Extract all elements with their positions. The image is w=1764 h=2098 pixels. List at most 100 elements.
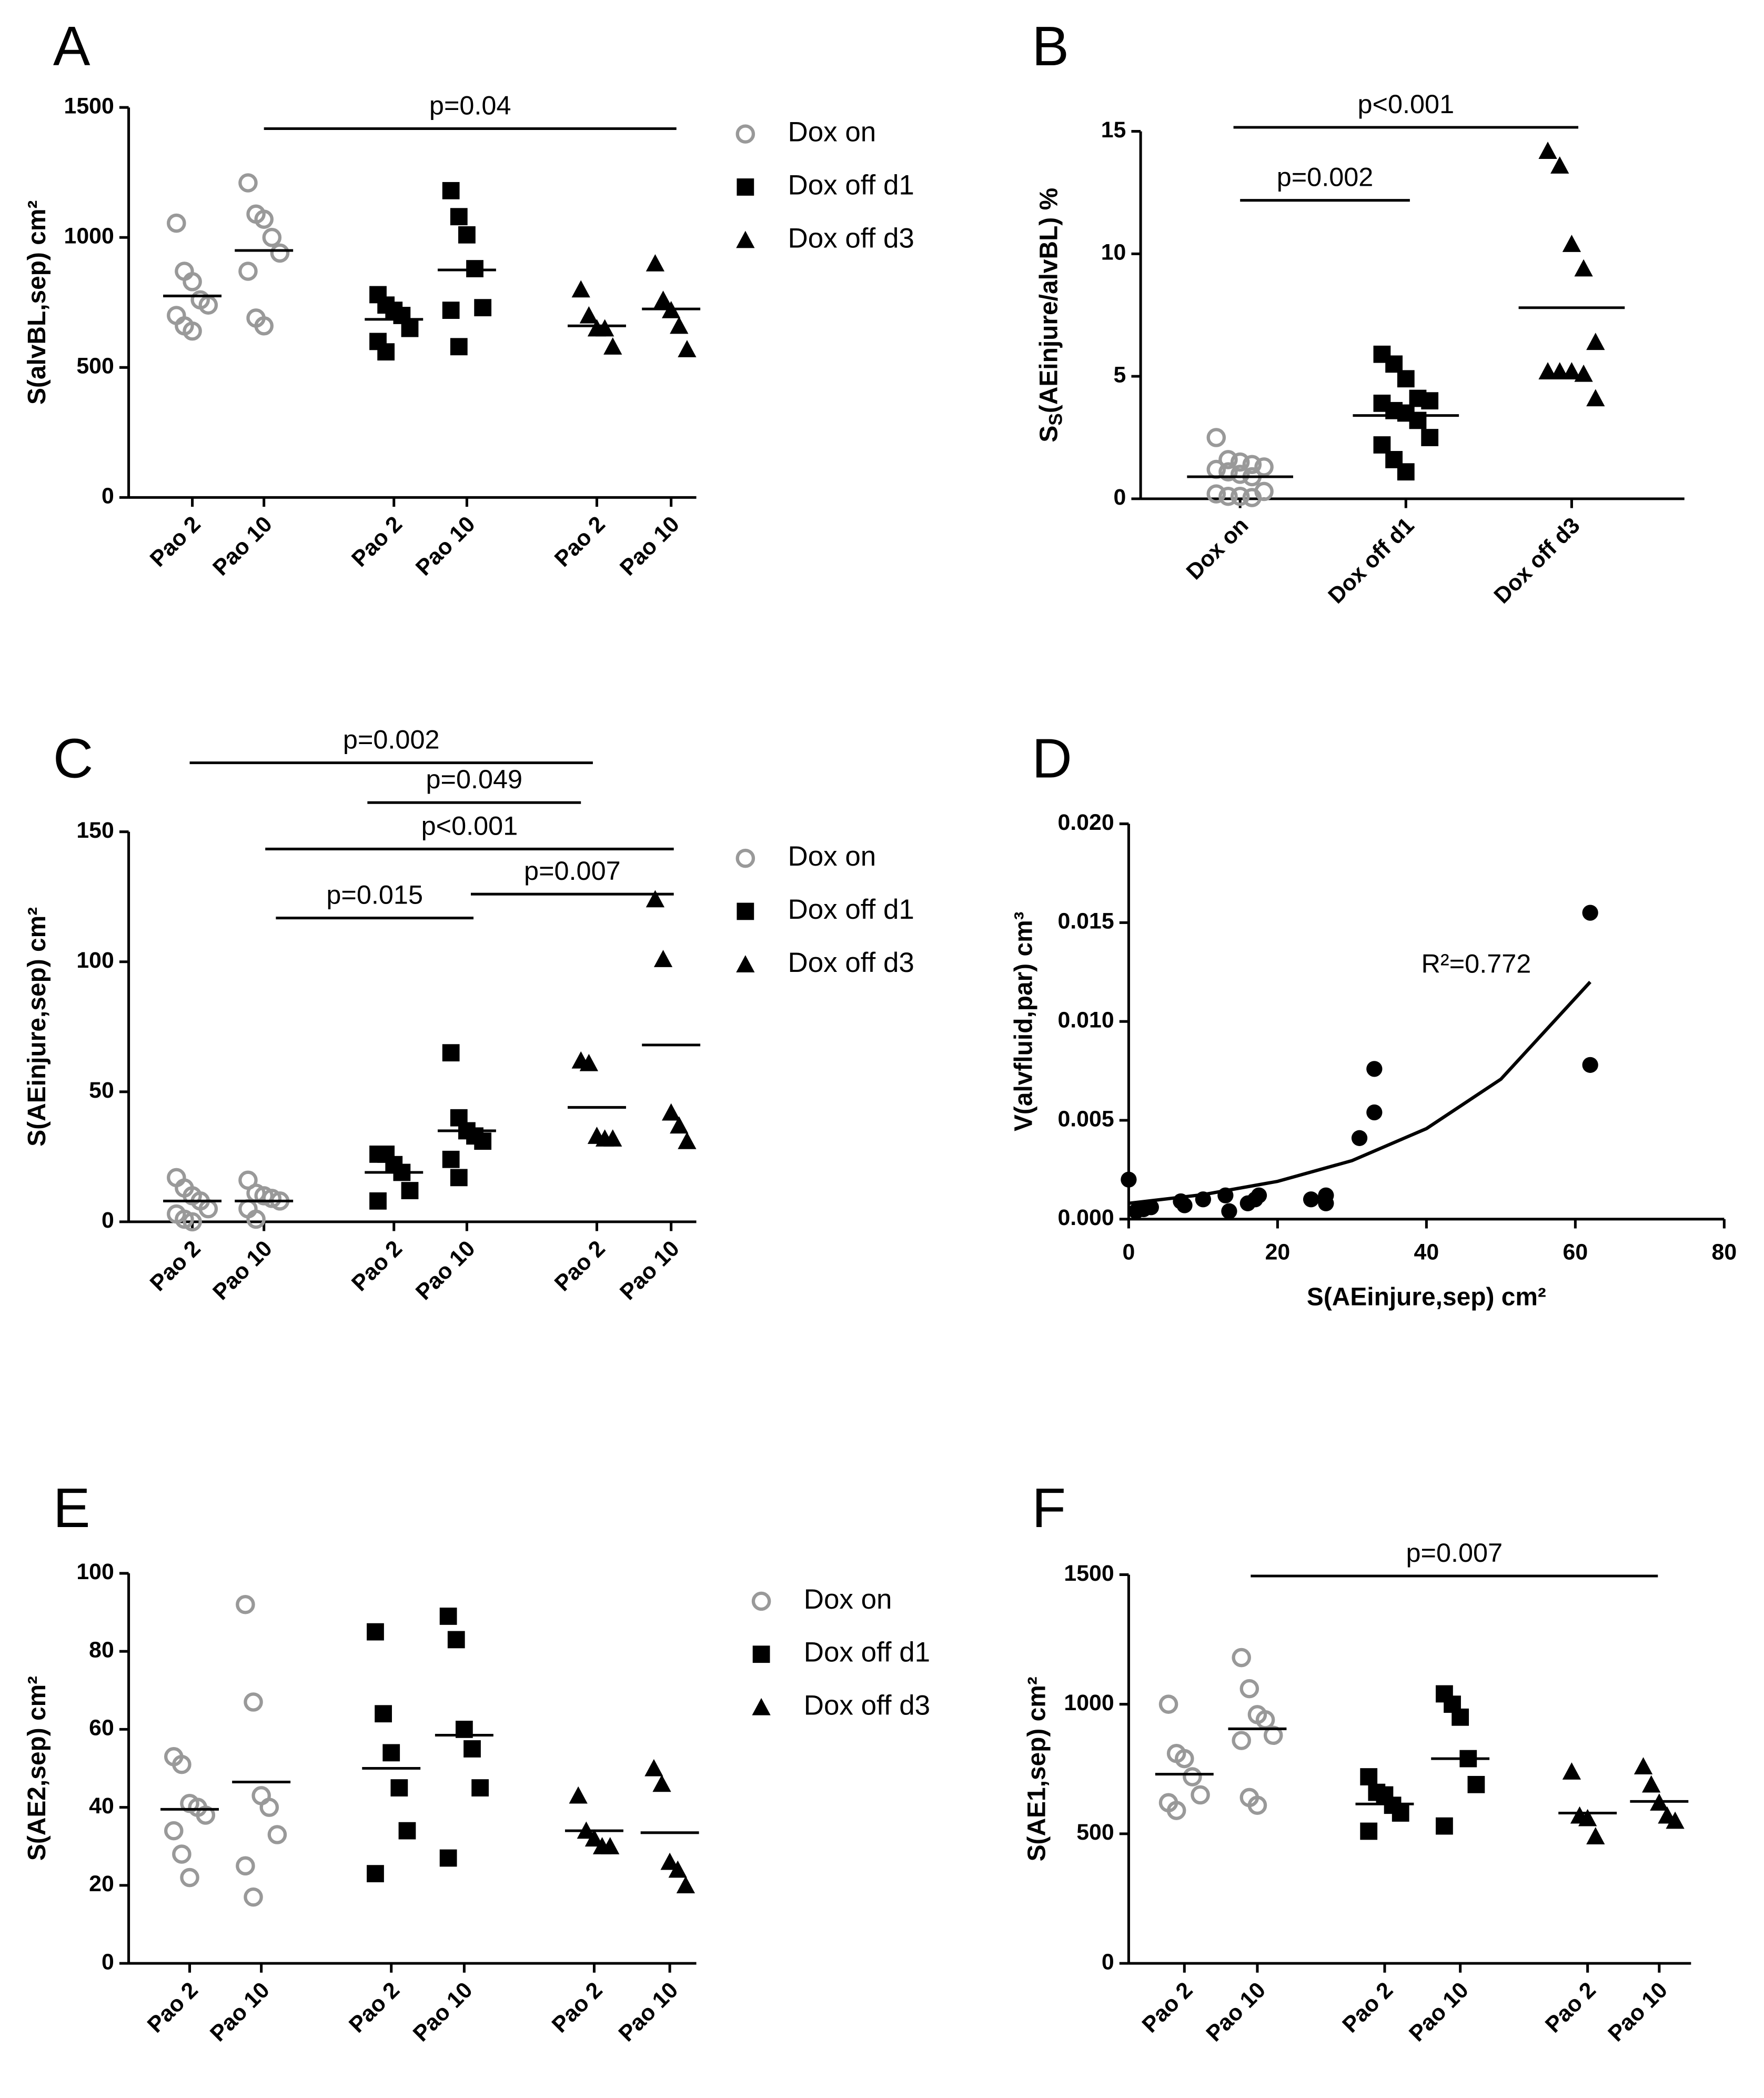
x-tick-label: Pao 2 xyxy=(143,1977,203,2038)
data-point xyxy=(1218,462,1238,481)
data-point xyxy=(167,213,186,233)
data-point xyxy=(1239,1679,1259,1699)
data-point xyxy=(736,955,755,972)
data-point xyxy=(1183,1767,1202,1786)
data-point xyxy=(1121,1171,1137,1188)
data-point xyxy=(1230,452,1250,472)
data-point xyxy=(652,1774,671,1792)
legend-label: Dox off d3 xyxy=(788,947,914,978)
legend-label: Dox on xyxy=(788,841,876,872)
x-tick-label: Pao 10 xyxy=(411,1236,480,1305)
data-point xyxy=(1143,1199,1159,1216)
data-point xyxy=(244,1692,263,1712)
data-point xyxy=(1218,486,1238,506)
data-point xyxy=(1166,1801,1186,1820)
data-point xyxy=(463,1740,481,1758)
p-value: p=0.002 xyxy=(343,725,440,755)
y-tick-label: 15 xyxy=(1101,117,1126,143)
y-label-sub: S xyxy=(1046,413,1066,426)
x-tick-label: Pao 2 xyxy=(347,511,407,572)
y-tick-label: 10 xyxy=(1101,240,1126,265)
data-point xyxy=(1574,259,1593,277)
panel-letter: E xyxy=(53,1477,90,1539)
legend-label: Dox off d1 xyxy=(788,894,914,925)
data-point xyxy=(579,306,599,324)
data-point xyxy=(644,1759,663,1776)
x-tick-label: 80 xyxy=(1712,1240,1737,1265)
x-tick-label: Pao 10 xyxy=(1201,1977,1271,2047)
data-point xyxy=(1232,1731,1251,1750)
x-tick-label: Pao 10 xyxy=(615,511,684,581)
x-tick-label: Pao 2 xyxy=(1337,1977,1398,2038)
x-tick-label: Pao 2 xyxy=(344,1977,405,2038)
data-point xyxy=(603,1129,622,1147)
data-point xyxy=(401,319,419,337)
y-axis-label: S(alvBL,sep) cm² xyxy=(23,200,51,405)
data-point xyxy=(737,902,754,920)
data-point xyxy=(1206,428,1226,447)
panel-letter: F xyxy=(1032,1477,1066,1539)
data-point xyxy=(1351,1130,1368,1146)
data-point xyxy=(1175,1749,1194,1769)
data-point xyxy=(254,316,274,336)
x-tick-label: Pao 2 xyxy=(347,1236,407,1296)
data-point xyxy=(668,1860,687,1878)
data-point xyxy=(1538,362,1557,379)
data-point xyxy=(1421,392,1439,410)
y-tick-label: 5 xyxy=(1114,362,1126,387)
data-point xyxy=(180,1868,199,1888)
data-point xyxy=(737,178,754,196)
data-point xyxy=(377,343,395,361)
x-tick-label: Pao 2 xyxy=(1137,1977,1198,2038)
data-point xyxy=(1562,362,1581,379)
data-point xyxy=(172,1844,191,1864)
data-point xyxy=(474,299,492,317)
data-point xyxy=(442,182,460,199)
data-point xyxy=(401,1182,419,1199)
data-point xyxy=(1206,484,1226,504)
y-tick-label: 80 xyxy=(89,1637,114,1662)
y-tick-label: 150 xyxy=(76,818,114,843)
legend-label: Dox on xyxy=(788,117,876,148)
data-point xyxy=(1392,1804,1409,1822)
data-point xyxy=(751,1591,771,1611)
y-tick-label: 0 xyxy=(1102,1949,1114,1974)
data-point xyxy=(571,280,590,298)
data-point xyxy=(1634,1757,1653,1774)
data-point xyxy=(1158,1694,1178,1714)
y-tick-label: 1000 xyxy=(1064,1690,1114,1715)
data-point xyxy=(678,1132,697,1149)
legend-label: Dox off d1 xyxy=(788,169,914,200)
y-axis-label: V(alvfluid,par) cm³ xyxy=(1010,911,1037,1131)
data-point xyxy=(183,1212,202,1232)
data-point xyxy=(367,1865,384,1883)
data-point xyxy=(183,321,202,341)
data-point xyxy=(678,340,697,357)
y-tick-label: 50 xyxy=(89,1078,114,1103)
data-point xyxy=(244,1887,263,1907)
y-label-main: S xyxy=(1035,426,1063,443)
y-tick-label: 0.010 xyxy=(1057,1008,1114,1033)
legend-label: Dox off d1 xyxy=(804,1637,930,1668)
y-tick-label: 0.020 xyxy=(1057,810,1114,835)
p-value: p=0.007 xyxy=(1406,1538,1503,1568)
data-point xyxy=(254,209,274,229)
panel-letter: A xyxy=(53,15,90,77)
p-value: p=0.007 xyxy=(524,856,621,886)
y-tick-label: 500 xyxy=(1076,1820,1114,1845)
y-tick-label: 0.015 xyxy=(1057,909,1114,934)
data-point xyxy=(262,227,282,247)
data-point xyxy=(1254,457,1274,477)
data-point xyxy=(1176,1197,1193,1213)
data-point xyxy=(1642,1775,1661,1793)
data-point xyxy=(646,254,665,272)
data-point xyxy=(442,1150,460,1168)
data-point xyxy=(375,1705,392,1723)
data-point xyxy=(398,1822,416,1840)
data-point xyxy=(439,1849,457,1867)
y-tick-label: 1500 xyxy=(64,94,114,119)
r-squared: R²=0.772 xyxy=(1422,949,1531,979)
